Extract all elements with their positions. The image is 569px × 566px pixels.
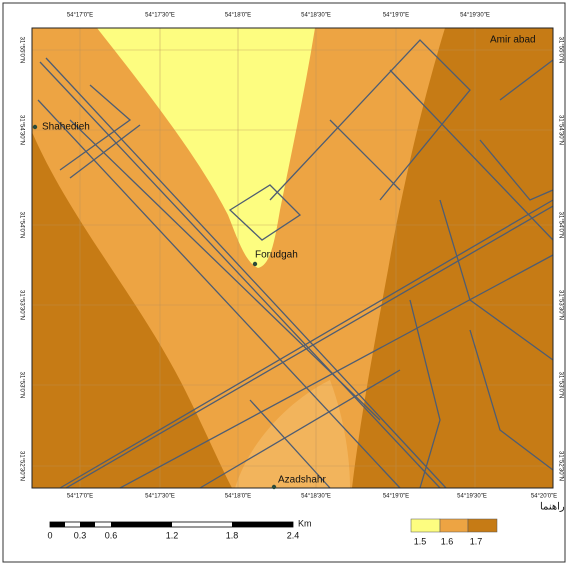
longitude-label: 54°19'0"E (383, 494, 409, 500)
longitude-label: 54°18'0"E (225, 13, 251, 19)
road (228, 184, 302, 241)
scale-segment (80, 522, 95, 527)
latitude-label: 31°54'30"N (557, 115, 563, 145)
scale-label: 1.8 (226, 530, 239, 540)
legend-swatch (410, 518, 441, 533)
scale-segment (232, 522, 293, 527)
longitude-label: 54°18'0"E (225, 494, 251, 500)
place-label: Shahedieh (42, 122, 90, 133)
road (65, 205, 554, 489)
latitude-label: 31°52'30"N (557, 451, 563, 481)
longitude-label: 54°17'0"E (67, 13, 93, 19)
latitude-label: 31°53'30"N (18, 290, 24, 320)
longitude-label: 54°18'30"E (301, 13, 331, 19)
place-point (252, 261, 258, 267)
legend-label: 1.5 (414, 536, 427, 546)
road (389, 69, 554, 241)
place-point (271, 484, 277, 490)
scale-label: 0.3 (74, 530, 87, 540)
road (249, 399, 331, 489)
scale-label: 1.2 (166, 530, 179, 540)
bottom-coordinates: 54°17'0"E 54°17'30"E 54°18'0"E 54°18'30"… (67, 494, 557, 500)
road (69, 124, 141, 179)
place-label: Forudgah (255, 250, 298, 261)
scale-label: 0 (47, 530, 52, 540)
road (329, 119, 401, 191)
scale-segment (111, 522, 172, 527)
scale-label: 2.4 (287, 530, 300, 540)
right-coordinates: 31°55'0"N 31°54'30"N 31°54'0"N 31°53'30"… (557, 37, 563, 481)
road (39, 61, 441, 489)
longitude-label: 54°19'30"E (460, 13, 490, 19)
latitude-label: 31°54'0"N (557, 212, 563, 239)
road (119, 254, 554, 489)
latitude-label: 31°53'30"N (557, 290, 563, 320)
latitude-label: 31°53'0"N (18, 372, 24, 399)
top-coordinates: 54°17'0"E 54°17'30"E 54°18'0"E 54°18'30"… (67, 13, 490, 19)
road (499, 59, 554, 101)
longitude-label: 54°19'0"E (383, 13, 409, 19)
longitude-label: 54°18'30"E (301, 494, 331, 500)
legend-swatch (467, 518, 498, 533)
road (479, 139, 554, 201)
scale-label: 0.6 (105, 530, 118, 540)
latitude-label: 31°53'0"N (557, 372, 563, 399)
road (199, 369, 401, 489)
scale-segment (50, 522, 65, 527)
road (59, 199, 554, 489)
latitude-label: 31°55'0"N (557, 37, 563, 64)
zone-1-5 (97, 28, 315, 268)
road (69, 119, 381, 421)
roads (37, 39, 554, 489)
latitude-label: 31°54'0"N (18, 212, 24, 239)
longitude-label: 54°17'30"E (145, 13, 175, 19)
left-coordinates: 31°55'0"N 31°54'30"N 31°54'0"N 31°53'30"… (18, 37, 24, 481)
legend-label: 1.7 (470, 536, 483, 546)
road (59, 84, 132, 171)
road (469, 329, 554, 471)
longitude-label: 54°20'0"E (531, 494, 557, 500)
latitude-label: 31°54'30"N (18, 115, 24, 145)
map-frame (31, 27, 554, 489)
legend-swatch (439, 518, 469, 533)
zone-1-7-west (32, 132, 232, 488)
longitude-label: 54°19'30"E (457, 494, 487, 500)
scale-unit: Km (298, 518, 312, 528)
place-label: Azadshahr (278, 475, 326, 486)
place-point (32, 124, 38, 130)
legend-title: راهنما (540, 502, 565, 513)
latitude-label: 31°55'0"N (18, 37, 24, 64)
longitude-label: 54°17'0"E (67, 494, 93, 500)
road (45, 57, 447, 489)
map-body (31, 27, 554, 489)
scale-bar: 0 0.3 0.6 1.2 1.8 2.4 Km (47, 518, 311, 540)
legend-label: 1.6 (441, 536, 454, 546)
legend: راهنما 1.5 1.6 1.7 (410, 502, 565, 546)
road (37, 99, 401, 489)
longitude-label: 54°17'30"E (145, 494, 175, 500)
latitude-label: 31°52'30"N (18, 451, 24, 481)
road (409, 299, 441, 489)
places: Amir abad Shahedieh Forudgah Azadshahr (32, 35, 536, 490)
place-label: Amir abad (490, 35, 536, 46)
road (439, 199, 554, 361)
road (269, 39, 471, 201)
